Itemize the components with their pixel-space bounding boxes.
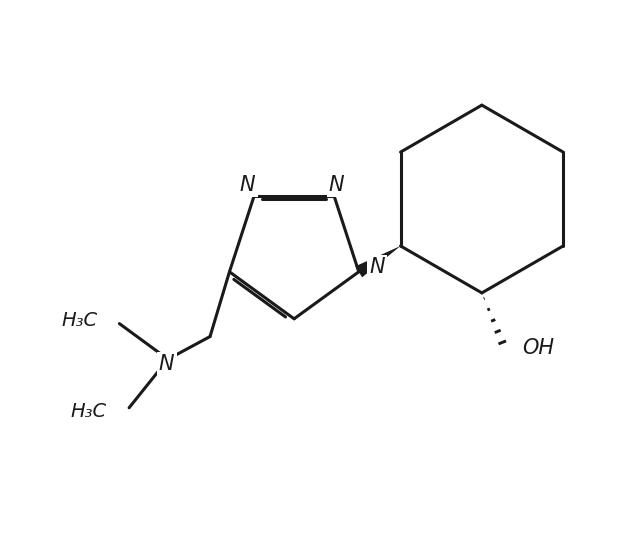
Text: H₃C: H₃C — [61, 311, 97, 330]
Text: N: N — [329, 175, 344, 195]
Text: N: N — [159, 355, 175, 374]
Text: N: N — [369, 257, 385, 277]
Polygon shape — [355, 246, 401, 277]
Text: OH: OH — [522, 338, 554, 358]
Text: H₃C: H₃C — [71, 402, 107, 420]
Text: N: N — [240, 175, 255, 195]
